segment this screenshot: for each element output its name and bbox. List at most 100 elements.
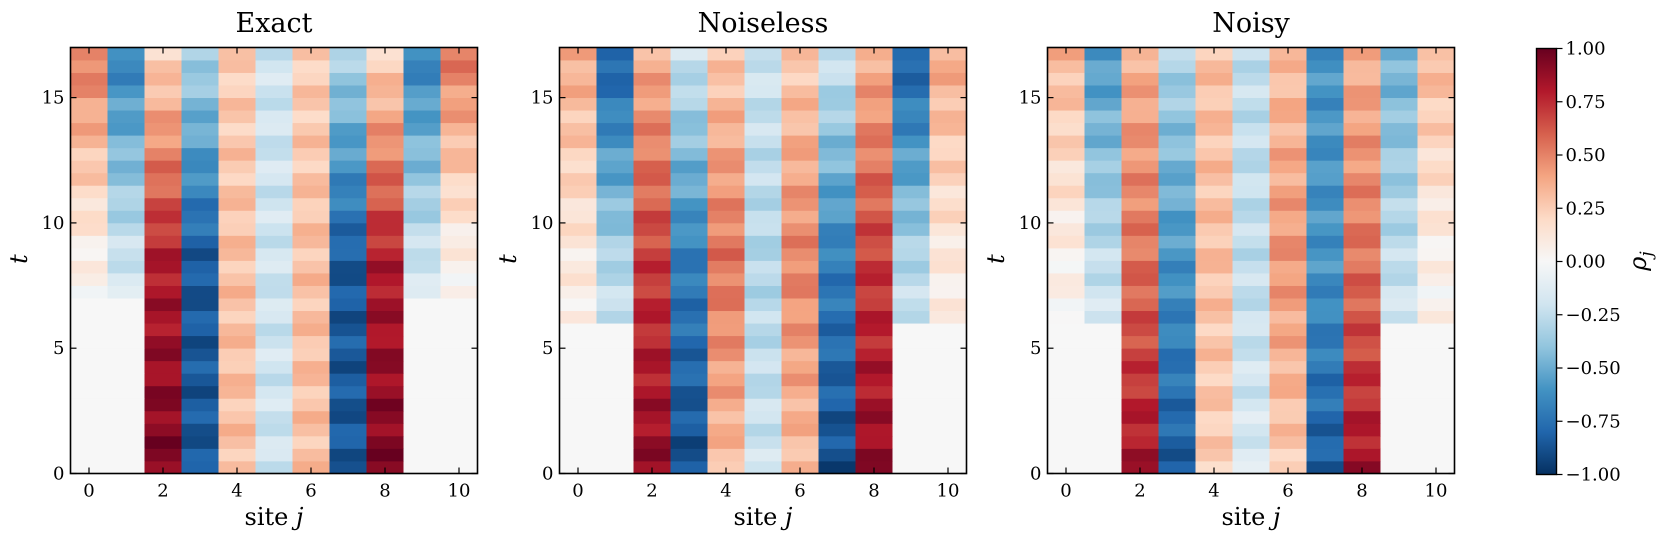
heatmap-cell — [1269, 97, 1307, 111]
heatmap-cell — [744, 373, 782, 387]
heatmap-cell — [633, 185, 671, 199]
heatmap-cell — [633, 285, 671, 299]
heatmap-cell — [1269, 210, 1307, 224]
heatmap-cell — [596, 298, 634, 312]
heatmap-cell — [1121, 423, 1159, 437]
heatmap-cell — [1380, 60, 1418, 73]
heatmap-cell — [1417, 222, 1455, 236]
heatmap-cell — [181, 335, 219, 349]
heatmap-cell — [1195, 185, 1233, 199]
heatmap-cell — [107, 197, 145, 211]
heatmap-cell — [1121, 72, 1159, 86]
heatmap-cell — [440, 247, 478, 261]
heatmap-cell — [1195, 360, 1233, 374]
heatmap-cell — [1417, 122, 1455, 136]
heatmap-cell — [559, 423, 597, 437]
heatmap-cell — [366, 448, 404, 462]
heatmap-cell — [292, 285, 330, 299]
heatmap-cell — [1380, 47, 1418, 61]
heatmap-cell — [1269, 348, 1307, 362]
colorbar-tick-label: 1.00 — [1566, 39, 1606, 60]
heatmap-cell — [292, 373, 330, 387]
heatmap-cell — [1306, 235, 1344, 249]
heatmap-cell — [929, 348, 967, 362]
heatmap-cell — [1121, 360, 1159, 374]
heatmap-cell — [781, 172, 819, 186]
heatmap-cell — [1047, 435, 1085, 449]
heatmap-cell — [781, 85, 819, 99]
heatmap-cell — [1343, 122, 1381, 136]
heatmap-cell — [744, 360, 782, 374]
heatmap-cell — [1417, 385, 1455, 399]
heatmap-cell — [1195, 60, 1233, 73]
heatmap-cell — [596, 235, 634, 249]
heatmap-cell — [181, 60, 219, 73]
heatmap-cell — [1306, 298, 1344, 312]
heatmap-cell — [1121, 160, 1159, 174]
heatmap-cell — [596, 310, 634, 324]
heatmap-cell — [1343, 85, 1381, 99]
heatmap-cell — [633, 335, 671, 349]
heatmap-cell — [70, 247, 108, 261]
heatmap-cell — [1380, 335, 1418, 349]
heatmap-cell — [1195, 147, 1233, 161]
heatmap-cell — [670, 348, 708, 362]
heatmap-cell — [670, 85, 708, 99]
heatmap-cell — [1121, 260, 1159, 274]
heatmap-cell — [1343, 410, 1381, 424]
heatmap-cell — [1121, 310, 1159, 324]
heatmap-cell — [1084, 160, 1122, 174]
heatmap-cell — [1306, 310, 1344, 324]
heatmap-cell — [633, 435, 671, 449]
heatmap-cell — [929, 247, 967, 261]
heatmap-cell — [559, 47, 597, 61]
heatmap-cell — [440, 110, 478, 124]
heatmap-cell — [181, 160, 219, 174]
heatmap-cell — [670, 273, 708, 286]
heatmap-cell — [366, 110, 404, 124]
heatmap-cell — [1417, 348, 1455, 362]
heatmap-cell — [1232, 210, 1270, 224]
heatmap-cell — [1084, 97, 1122, 111]
heatmap-cell — [1232, 197, 1270, 211]
heatmap-cell — [1343, 398, 1381, 412]
heatmap-cell — [929, 323, 967, 337]
heatmap-cell — [596, 285, 634, 299]
heatmap-cell — [255, 360, 293, 374]
heatmap-cell — [1306, 385, 1344, 399]
heatmap-cell — [1380, 298, 1418, 312]
axes-frame — [69, 46, 479, 475]
heatmap-cell — [70, 147, 108, 161]
heatmap-cell — [403, 60, 441, 73]
heatmap-cell — [1158, 247, 1196, 261]
heatmap-cell — [1121, 348, 1159, 362]
heatmap-cell — [744, 410, 782, 424]
heatmap-cell — [1306, 423, 1344, 437]
heatmap-cell — [670, 423, 708, 437]
heatmap-cell — [1417, 423, 1455, 437]
heatmap-cell — [329, 135, 367, 149]
heatmap-cell — [559, 185, 597, 199]
heatmap-cell — [744, 147, 782, 161]
heatmap-cell — [181, 323, 219, 337]
heatmap-cell — [1047, 160, 1085, 174]
heatmap-cell — [1121, 285, 1159, 299]
heatmap-cell — [744, 247, 782, 261]
heatmap-cell — [1269, 448, 1307, 462]
heatmap-cell — [70, 97, 108, 111]
heatmap-cell — [329, 97, 367, 111]
heatmap-cell — [855, 273, 893, 286]
heatmap-cell — [181, 135, 219, 149]
heatmap-cell — [633, 72, 671, 86]
heatmap-cell — [707, 172, 745, 186]
heatmap-cell — [596, 247, 634, 261]
heatmap-cell — [329, 298, 367, 312]
heatmap-cell — [1158, 222, 1196, 236]
heatmap-cell — [1306, 185, 1344, 199]
heatmap-cell — [1380, 172, 1418, 186]
heatmap-cell — [366, 147, 404, 161]
heatmap-cell — [1121, 398, 1159, 412]
heatmap-cell — [329, 197, 367, 211]
heatmap-cell — [1195, 47, 1233, 61]
